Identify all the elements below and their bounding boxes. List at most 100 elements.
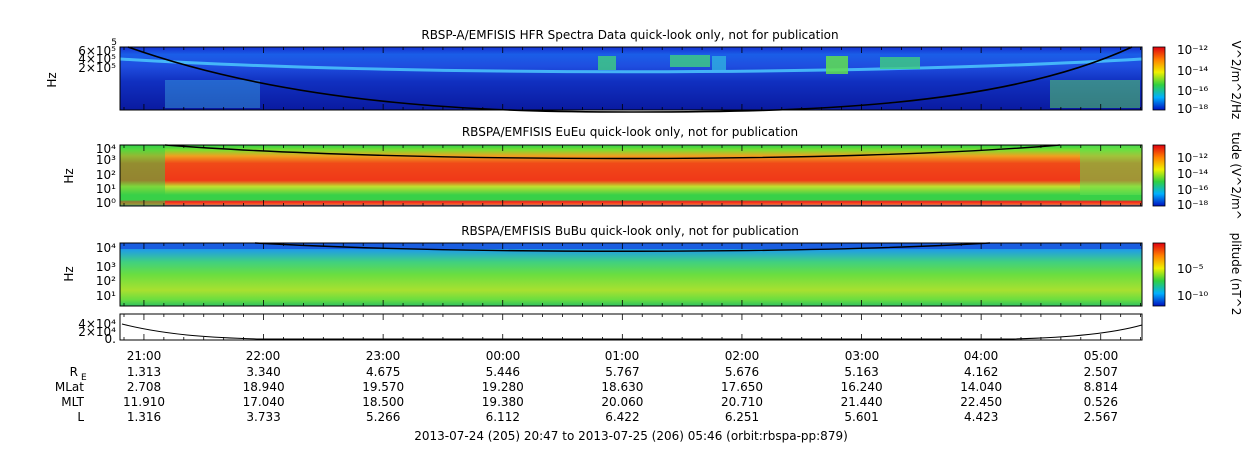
row-label-r-subscript: E [81,373,87,383]
ephemeris-value: 19.280 [482,380,524,394]
panel-2-ytick: 10⁰ [96,196,116,210]
ephemeris-value: 19.570 [362,380,404,394]
panel-2-cb-tick: 10⁻¹² [1177,151,1208,165]
panel-4-ytick: 4×10⁴ [78,317,116,331]
ephemeris-value: 2.708 [127,380,161,394]
ephemeris-value: 5.767 [605,365,639,379]
ephemeris-value: 20.060 [601,395,643,409]
ephemeris-value: 5.266 [366,410,400,424]
ephemeris-value: 18.500 [362,395,404,409]
panel-2-cb-tick: 10⁻¹⁸ [1177,198,1208,212]
x-tick-marks [123,47,1141,340]
ephemeris-value: 5.163 [844,365,878,379]
ephemeris-value: 6.422 [605,410,639,424]
panel-1-cb-tick: 10⁻¹⁴ [1177,64,1208,78]
ephemeris-value: 20.710 [721,395,763,409]
ephemeris-value: 4.162 [964,365,998,379]
panel-4-ytick: 0. [105,332,116,346]
panel-4-line [121,323,1143,340]
ephemeris-value: 21.440 [841,395,883,409]
ephemeris-value: 6.112 [486,410,520,424]
panel-1-ytick: 4×10⁵ [78,52,116,66]
panel-2-colorbar [1152,144,1166,207]
row-label-l: L [77,410,84,424]
x-tick-label: 04:00 [964,349,999,363]
panel-1-plasma-line [119,57,1143,74]
ephemeris-row-labels: R E MLat MLT L [55,365,87,424]
panel-3-ylabel: Hz [62,266,76,281]
panel-1-y-top: 5 [111,38,117,48]
panel-1-title: RBSP-A/EMFISIS HFR Spectra Data quick-lo… [421,28,838,42]
x-tick-label: 23:00 [366,349,401,363]
x-tick-label: 02:00 [725,349,760,363]
ephemeris-value: 8.814 [1084,380,1118,394]
x-tick-label: 00:00 [486,349,521,363]
panel-2-frame [119,144,1143,207]
ephemeris-value: 22.450 [960,395,1002,409]
ephemeris-value: 3.733 [246,410,280,424]
panel-3-cb-tick: 10⁻¹⁰ [1177,289,1208,303]
ephemeris-value: 18.630 [601,380,643,394]
ephemeris-value: 2.567 [1084,410,1118,424]
panel-3-top-band [120,243,1142,249]
ephemeris-value: 0.526 [1084,395,1118,409]
panel-3-cyclotron-curve [254,242,991,252]
panel-2-ytick: 10³ [96,153,116,167]
ephemeris-value: 3.340 [246,365,280,379]
ephemeris-value: 6.251 [725,410,759,424]
panel-1-colorbar [1152,46,1166,111]
panel-1-cb-label: V^2/m^2/Hz [1229,41,1243,120]
ephemeris-value: 19.380 [482,395,524,409]
panel-4-ytick: 2×10⁴ [78,325,116,339]
ephemeris-value: 14.040 [960,380,1002,394]
panel-1-emission-patches [165,55,1140,108]
panel-3-ytick: 10⁴ [96,241,116,255]
panel-2-ytick: 10² [96,168,116,182]
panel-3-title: RBSPA/EMFISIS BuBu quick-look only, not … [461,224,799,238]
panel-2-spectrogram [120,145,1142,206]
panel-4-frame [119,313,1143,341]
panel-3-ytick: 10¹ [96,289,116,303]
ephemeris-value: 4.675 [366,365,400,379]
panel-2-left-edge [120,145,165,206]
ephemeris-value: 16.240 [841,380,883,394]
x-tick-labels: 21:00 22:00 23:00 00:00 01:00 02:00 03:0… [127,349,1119,363]
panel-3-cb-label: plitude (nT^2 [1229,233,1243,316]
panel-1-cb-tick: 10⁻¹⁸ [1177,102,1208,116]
panel-2-title: RBSPA/EMFISIS EuEu quick-look only, not … [462,125,798,139]
x-tick-label: 03:00 [845,349,880,363]
panel-1-ytick: 2×10⁵ [78,61,116,75]
panel-1-ytick: 6×10⁵ [78,44,116,58]
panel-2-ytick: 10¹ [96,182,116,196]
ephemeris-value: 18.940 [243,380,285,394]
ephemeris-value: 5.676 [725,365,759,379]
panel-1-cb-tick: 10⁻¹⁶ [1177,84,1208,98]
panel-3-frame [119,242,1143,307]
ephemeris-value: 17.040 [243,395,285,409]
panel-3-ytick: 10² [96,274,116,288]
panel-2-cb-label: tude (V^2/m^ [1229,132,1243,220]
x-tick-label: 05:00 [1084,349,1119,363]
panel-3-colorbar [1152,242,1166,307]
panel-2-ytick: 10⁴ [96,142,116,156]
ephemeris-value: 11.910 [123,395,165,409]
panel-2-ylabel: Hz [62,168,76,183]
x-tick-label: 21:00 [127,349,162,363]
ephemeris-value: 5.601 [844,410,878,424]
panel-2-cb-tick: 10⁻¹⁴ [1177,167,1208,181]
ephemeris-value: 5.446 [486,365,520,379]
x-tick-label: 01:00 [605,349,640,363]
row-label-r: R [70,365,78,379]
ephemeris-value: 17.650 [721,380,763,394]
panel-3-spectrogram [120,243,1142,306]
x-tick-label: 22:00 [246,349,281,363]
ephemeris-value: 1.313 [127,365,161,379]
ephemeris-value: 2.507 [1084,365,1118,379]
panel-1-ylabel: Hz [45,72,59,87]
panel-1-spectrogram [120,47,1142,110]
ephemeris-value: 1.316 [127,410,161,424]
panel-1-cb-tick: 10⁻¹² [1177,43,1208,57]
time-range-footer: 2013-07-24 (205) 20:47 to 2013-07-25 (20… [414,429,848,443]
row-label-mlt: MLT [61,395,84,409]
